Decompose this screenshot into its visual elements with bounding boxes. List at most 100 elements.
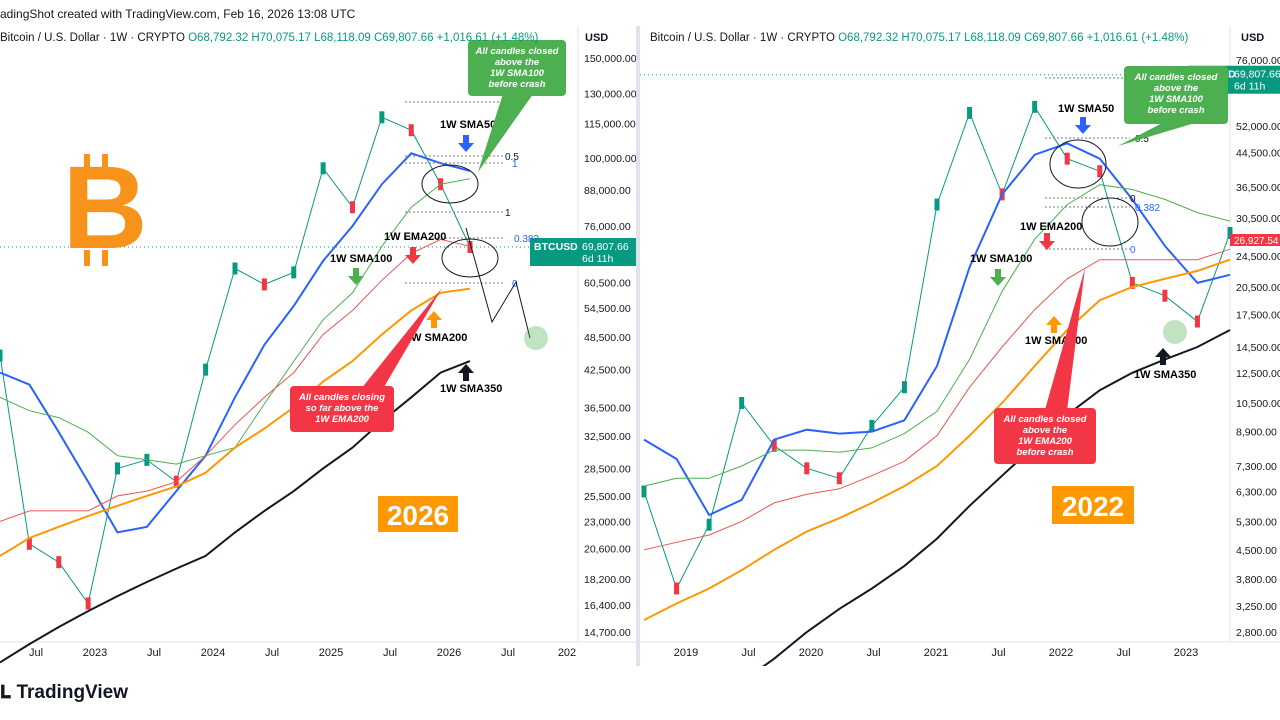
panel-divider[interactable] bbox=[636, 26, 640, 666]
time-tick-label: 2025 bbox=[319, 647, 343, 659]
price-tick-label: 76,000.00 bbox=[584, 221, 631, 233]
price-tick-label: 7,300.00 bbox=[1236, 461, 1277, 473]
target-circle bbox=[524, 326, 548, 350]
price-tag-value: 69,807.66 bbox=[582, 241, 629, 253]
price-tag-symbol: BTCUSD bbox=[534, 241, 578, 253]
arrow-up-icon bbox=[1155, 348, 1171, 365]
price-candle bbox=[203, 363, 209, 376]
series-line-1w-sma200 bbox=[643, 258, 1231, 621]
tradingview-logo[interactable]: 𝐋 TradingView bbox=[0, 682, 128, 704]
price-tick-label: 20,500.00 bbox=[1236, 282, 1280, 294]
price-candle bbox=[1064, 152, 1070, 165]
price-tick-label: 28,500.00 bbox=[584, 463, 631, 475]
price-tag-bg bbox=[530, 238, 636, 267]
label-sma350: 1W SMA350 bbox=[440, 383, 502, 395]
price-tick-label: 88,000.00 bbox=[584, 185, 631, 197]
highlight-ellipse bbox=[421, 164, 479, 204]
time-tick-label: Jul bbox=[501, 647, 515, 659]
arrow-down-icon bbox=[348, 268, 364, 285]
callout-red-line: All candles closed bbox=[1003, 414, 1087, 425]
price-tick-label: 52,000.00 bbox=[1236, 121, 1280, 133]
highlight-ellipse bbox=[1081, 197, 1139, 247]
price-tag-value: 69,807.66 bbox=[1234, 69, 1280, 81]
callout-red-line: so far above the bbox=[306, 403, 380, 414]
fib-level-label: 0 bbox=[1130, 245, 1136, 256]
time-tick-label: 2021 bbox=[924, 647, 948, 659]
red-price-tag-value: 26,927.54 bbox=[1234, 236, 1279, 247]
highlight-ellipse bbox=[1049, 139, 1107, 189]
price-tick-label: 24,500.00 bbox=[1236, 251, 1280, 263]
price-tick-label: 2,800.00 bbox=[1236, 627, 1277, 639]
time-tick-label: Jul bbox=[1116, 647, 1130, 659]
price-tick-label: 36,500.00 bbox=[584, 402, 631, 414]
callout-red-box bbox=[994, 408, 1096, 464]
callout-red-line: before crash bbox=[1016, 447, 1073, 458]
callout-green-line: All candles closed bbox=[1134, 72, 1218, 83]
series-line-1w-ema200 bbox=[0, 238, 471, 522]
target-circle bbox=[1163, 320, 1187, 344]
label-sma50: 1W SMA50 bbox=[1058, 103, 1114, 115]
price-tick-label: 42,500.00 bbox=[584, 365, 631, 377]
currency-label: USD bbox=[1241, 32, 1265, 44]
price-tick-label: 76,000.00 bbox=[1236, 55, 1280, 67]
series-line-1w-sma100 bbox=[643, 184, 1231, 487]
price-candle bbox=[85, 597, 91, 610]
price-tick-label: 17,500.00 bbox=[1236, 309, 1280, 321]
ohlc-change: +1,016.61 (+1.48%) bbox=[1086, 32, 1189, 44]
fib-level-label: 0 bbox=[1130, 194, 1136, 205]
price-candle bbox=[901, 381, 907, 394]
callout-green-line: All candles closed bbox=[475, 46, 559, 57]
price-candle bbox=[1032, 100, 1038, 113]
callout-green-line: before crash bbox=[1147, 105, 1204, 116]
price-candle bbox=[739, 396, 745, 409]
price-candle bbox=[26, 537, 32, 550]
price-tick-label: 32,500.00 bbox=[584, 431, 631, 443]
time-tick-label: Jul bbox=[741, 647, 755, 659]
highlight-ellipse bbox=[441, 238, 499, 278]
price-tick-label: 30,500.00 bbox=[1236, 213, 1280, 225]
price-candle bbox=[1097, 165, 1103, 178]
price-candle bbox=[115, 462, 120, 475]
chart-panel-right[interactable]: Bitcoin / U.S. Dollar · 1W · CRYPTO O68,… bbox=[640, 26, 1280, 666]
time-tick-label: 2019 bbox=[674, 647, 698, 659]
callout-green-line: before crash bbox=[488, 79, 545, 90]
price-tick-label: 44,500.00 bbox=[1236, 148, 1280, 160]
chart-panel-left[interactable]: Bitcoin / U.S. Dollar · 1W · CRYPTO O68,… bbox=[0, 26, 636, 666]
price-tick-label: 14,500.00 bbox=[1236, 342, 1280, 354]
series-line-1w-ema200 bbox=[643, 248, 1231, 551]
currency-label: USD bbox=[585, 32, 609, 44]
arrow-down-icon bbox=[458, 135, 474, 152]
label-sma200: 1W SMA200 bbox=[1025, 335, 1087, 347]
symbol-name: Bitcoin / U.S. Dollar · 1W · CRYPTO bbox=[650, 32, 835, 44]
series-line-price bbox=[643, 105, 1231, 590]
arrow-down-icon bbox=[1075, 117, 1091, 134]
price-tick-label: 54,500.00 bbox=[584, 303, 631, 315]
time-tick-label: Jul bbox=[265, 647, 279, 659]
tradingview-logo-icon: 𝐋 bbox=[0, 682, 12, 702]
price-tick-label: 100,000.00 bbox=[584, 153, 636, 165]
price-candle bbox=[641, 485, 647, 498]
chart-canvas-right[interactable]: 76,000.00 52,000.00 44,500.00 36,500.00 30,5… bbox=[640, 26, 1280, 666]
arrow-up-icon bbox=[426, 311, 442, 328]
price-candle bbox=[1129, 276, 1135, 289]
price-tick-label: 23,000.00 bbox=[584, 516, 631, 528]
price-candle bbox=[1162, 289, 1168, 302]
bitcoin-logo-icon-stroke bbox=[84, 154, 90, 170]
price-candle bbox=[836, 472, 842, 485]
price-tick-label: 150,000.00 bbox=[584, 53, 636, 65]
price-tick-label: 20,600.00 bbox=[584, 544, 631, 556]
price-candle bbox=[467, 241, 473, 254]
bitcoin-logo-icon-stroke bbox=[84, 250, 90, 266]
attribution-header: adingShot created with TradingView.com, … bbox=[0, 7, 356, 21]
time-tick-label: 2020 bbox=[799, 647, 823, 659]
arrow-down-icon bbox=[990, 269, 1006, 286]
price-candle bbox=[0, 349, 3, 362]
fib-level-label: 0.5 bbox=[505, 152, 519, 163]
callout-green-box bbox=[1124, 66, 1228, 124]
chart-canvas-left[interactable]: 150,000.00 130,000.00 115,000.00 100,000.00… bbox=[0, 26, 636, 666]
red-price-tag-bg bbox=[1230, 234, 1280, 246]
ohlc-low: L68,118.09 bbox=[964, 32, 1021, 44]
price-tick-label: 25,500.00 bbox=[584, 491, 631, 503]
price-candle bbox=[674, 582, 680, 595]
ohlc-change: +1,016.61 (+1.48%) bbox=[436, 32, 539, 44]
